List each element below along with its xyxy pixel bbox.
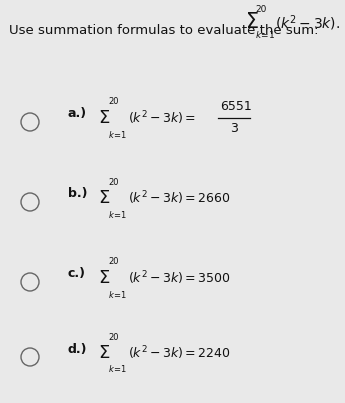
Text: $(k^2-3k) =$: $(k^2-3k) =$ — [128, 109, 196, 127]
Text: $k\!=\!1$: $k\!=\!1$ — [108, 129, 127, 139]
Text: $(k^2-3k) = $2240: $(k^2-3k) = $2240 — [128, 344, 231, 362]
Text: c.): c.) — [68, 268, 86, 280]
Text: 3: 3 — [230, 123, 238, 135]
Text: b.): b.) — [68, 187, 88, 201]
Text: $\Sigma$: $\Sigma$ — [98, 189, 110, 207]
Text: $(k^2-3k) = $2660: $(k^2-3k) = $2660 — [128, 189, 231, 207]
Text: 6551: 6551 — [220, 100, 252, 112]
Text: 20: 20 — [108, 98, 118, 106]
Text: $k\!=\!1$: $k\!=\!1$ — [108, 364, 127, 374]
Text: $(k^2-3k) = $3500: $(k^2-3k) = $3500 — [128, 269, 231, 287]
Text: $(k^2-3k).$: $(k^2-3k).$ — [275, 13, 340, 33]
Text: $\Sigma$: $\Sigma$ — [98, 344, 110, 362]
Text: 20: 20 — [108, 332, 118, 341]
Text: 20: 20 — [255, 6, 266, 15]
Text: $k\!=\!1$: $k\!=\!1$ — [108, 208, 127, 220]
Text: $k\!=\!1$: $k\!=\!1$ — [108, 289, 127, 299]
Text: 20: 20 — [108, 177, 118, 187]
Text: $\Sigma$: $\Sigma$ — [98, 109, 110, 127]
Text: $k\!=\!1$: $k\!=\!1$ — [255, 29, 275, 39]
Text: d.): d.) — [68, 343, 88, 355]
Text: $\Sigma$: $\Sigma$ — [245, 12, 259, 32]
Text: Use summation formulas to evaluate the sum:: Use summation formulas to evaluate the s… — [9, 23, 318, 37]
Text: 20: 20 — [108, 258, 118, 266]
Text: $\Sigma$: $\Sigma$ — [98, 269, 110, 287]
Text: a.): a.) — [68, 108, 87, 120]
